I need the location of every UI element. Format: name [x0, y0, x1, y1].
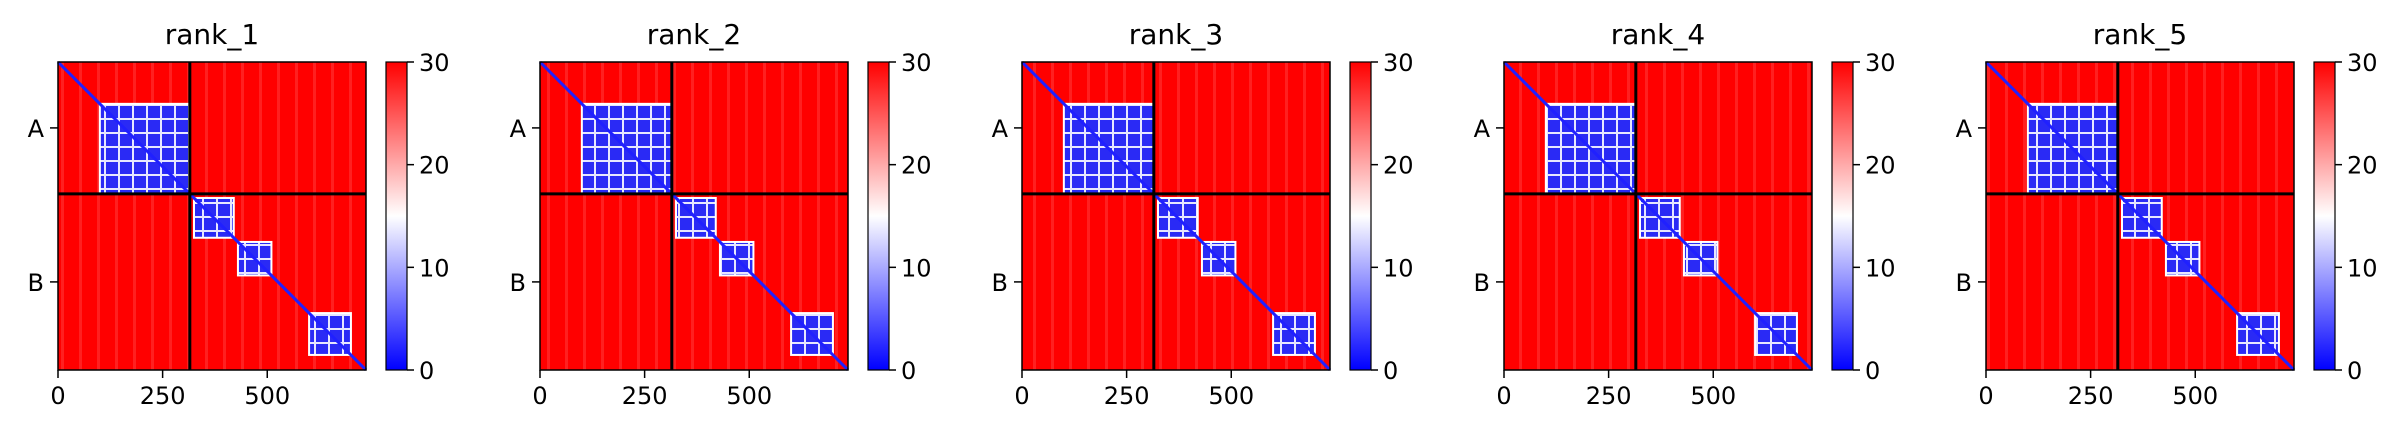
colorbar-tick-label: 20 [1865, 152, 1896, 180]
x-tick-label: 500 [1208, 382, 1254, 410]
y-tick-label: B [992, 269, 1008, 297]
panel-title: rank_1 [165, 18, 259, 51]
y-tick-label: B [1956, 269, 1972, 297]
panel-title: rank_5 [2093, 18, 2187, 51]
colorbar-tick-label: 10 [2347, 254, 2378, 282]
colorbar [1831, 61, 1854, 371]
plot-frame [1503, 61, 1813, 371]
plot-frame [1985, 61, 2295, 371]
diagonal-line [56, 60, 368, 372]
pae-panel-5: rank_5 0 250 500 A B 0 10 20 30 [1956, 18, 2378, 410]
y-tick-label: A [992, 115, 1009, 143]
x-tick-label: 500 [726, 382, 772, 410]
x-tick-label: 250 [622, 382, 668, 410]
colorbar-tick-label: 30 [1865, 49, 1896, 77]
x-tick-label: 0 [1978, 382, 1993, 410]
pae-panel-3: rank_3 0 250 500 A B 0 10 20 30 [992, 18, 1414, 410]
y-tick-label: A [28, 115, 45, 143]
colorbar-tick-label: 20 [1383, 152, 1414, 180]
panel-title: rank_2 [647, 18, 741, 51]
pae-panel-2: rank_2 0 250 500 A B 0 10 20 30 [510, 18, 932, 410]
x-tick-label: 250 [140, 382, 186, 410]
colorbar [2313, 61, 2336, 371]
colorbar-tick-label: 30 [2347, 49, 2378, 77]
plot-frame [57, 61, 367, 371]
plot-frame [539, 61, 849, 371]
x-tick-label: 250 [1104, 382, 1150, 410]
diagonal-line [1984, 60, 2296, 372]
colorbar [1349, 61, 1372, 371]
panel-title: rank_3 [1129, 18, 1223, 51]
x-tick-label: 250 [1586, 382, 1632, 410]
x-tick-label: 0 [1496, 382, 1511, 410]
colorbar [867, 61, 890, 371]
colorbar-tick-label: 0 [419, 357, 434, 385]
colorbar-tick-label: 0 [1865, 357, 1880, 385]
colorbar-tick-label: 20 [419, 152, 450, 180]
colorbar-tick-label: 30 [419, 49, 450, 77]
colorbar-tick-label: 30 [901, 49, 932, 77]
x-tick-label: 500 [2172, 382, 2218, 410]
y-tick-label: B [1474, 269, 1490, 297]
colorbar-tick-label: 0 [901, 357, 916, 385]
y-tick-label: B [510, 269, 526, 297]
pae-panel-1: rank_1 0 250 500 A B 0 10 20 30 [28, 18, 450, 410]
y-tick-label: B [28, 269, 44, 297]
colorbar-tick-label: 20 [901, 152, 932, 180]
y-tick-label: A [1956, 115, 1973, 143]
x-tick-label: 500 [244, 382, 290, 410]
colorbar-tick-label: 10 [1383, 254, 1414, 282]
colorbar-tick-label: 10 [419, 254, 450, 282]
colorbar [385, 61, 408, 371]
x-tick-label: 250 [2068, 382, 2114, 410]
panel-title: rank_4 [1611, 18, 1705, 51]
colorbar-tick-label: 20 [2347, 152, 2378, 180]
x-tick-label: 0 [50, 382, 65, 410]
y-tick-label: A [1474, 115, 1491, 143]
diagonal-line [1502, 60, 1814, 372]
diagonal-line [538, 60, 850, 372]
x-tick-label: 500 [1690, 382, 1736, 410]
diagonal-line [1020, 60, 1332, 372]
pae-panel-4: rank_4 0 250 500 A B 0 10 20 30 [1474, 18, 1896, 410]
plot-frame [1021, 61, 1331, 371]
y-tick-label: A [510, 115, 527, 143]
colorbar-tick-label: 10 [901, 254, 932, 282]
x-tick-label: 0 [1014, 382, 1029, 410]
colorbar-tick-label: 0 [2347, 357, 2362, 385]
colorbar-tick-label: 30 [1383, 49, 1414, 77]
x-tick-label: 0 [532, 382, 547, 410]
colorbar-tick-label: 10 [1865, 254, 1896, 282]
colorbar-tick-label: 0 [1383, 357, 1398, 385]
